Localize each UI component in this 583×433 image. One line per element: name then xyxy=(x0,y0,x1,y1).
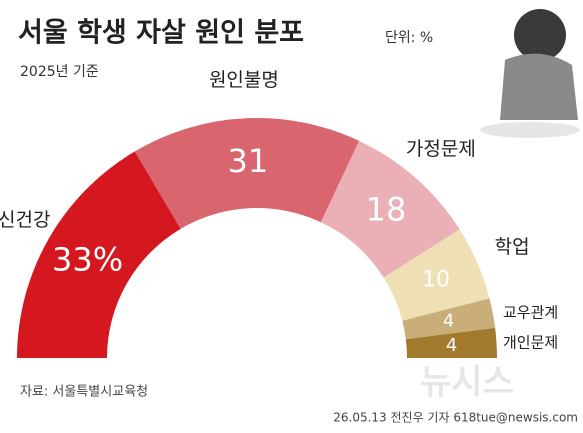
value-label: 18 xyxy=(366,191,407,229)
value-label: 33% xyxy=(52,240,123,278)
illustration xyxy=(480,9,580,138)
shadow xyxy=(480,122,580,138)
category-label: 개인문제 xyxy=(503,333,558,351)
category-label: 교우관계 xyxy=(503,304,558,322)
source: 자료: 서울특별시교육청 xyxy=(20,385,148,400)
category-label: 원인불명 xyxy=(209,69,279,91)
watermark: 뉴시스 xyxy=(420,363,514,403)
body xyxy=(500,53,578,120)
segment xyxy=(320,140,460,278)
credit: 26.05.13 전진우 기자 618tue@newsis.com xyxy=(333,411,578,425)
segment xyxy=(402,298,496,340)
head xyxy=(514,9,566,61)
unit-label: 단위: % xyxy=(385,30,433,46)
subtitle: 2025년 기준 xyxy=(20,64,99,80)
category-label: 정신건강 xyxy=(0,209,50,231)
value-label: 4 xyxy=(446,335,457,356)
value-label: 4 xyxy=(443,310,454,331)
segment xyxy=(405,327,497,358)
segment xyxy=(17,151,181,358)
segment xyxy=(134,118,360,229)
value-label: 10 xyxy=(422,268,450,293)
value-label: 31 xyxy=(227,142,268,180)
segment xyxy=(383,229,490,321)
category-label: 가정문제 xyxy=(406,138,476,160)
category-label: 학업 xyxy=(495,236,530,258)
chart-title: 서울 학생 자살 원인 분포 xyxy=(18,18,304,49)
